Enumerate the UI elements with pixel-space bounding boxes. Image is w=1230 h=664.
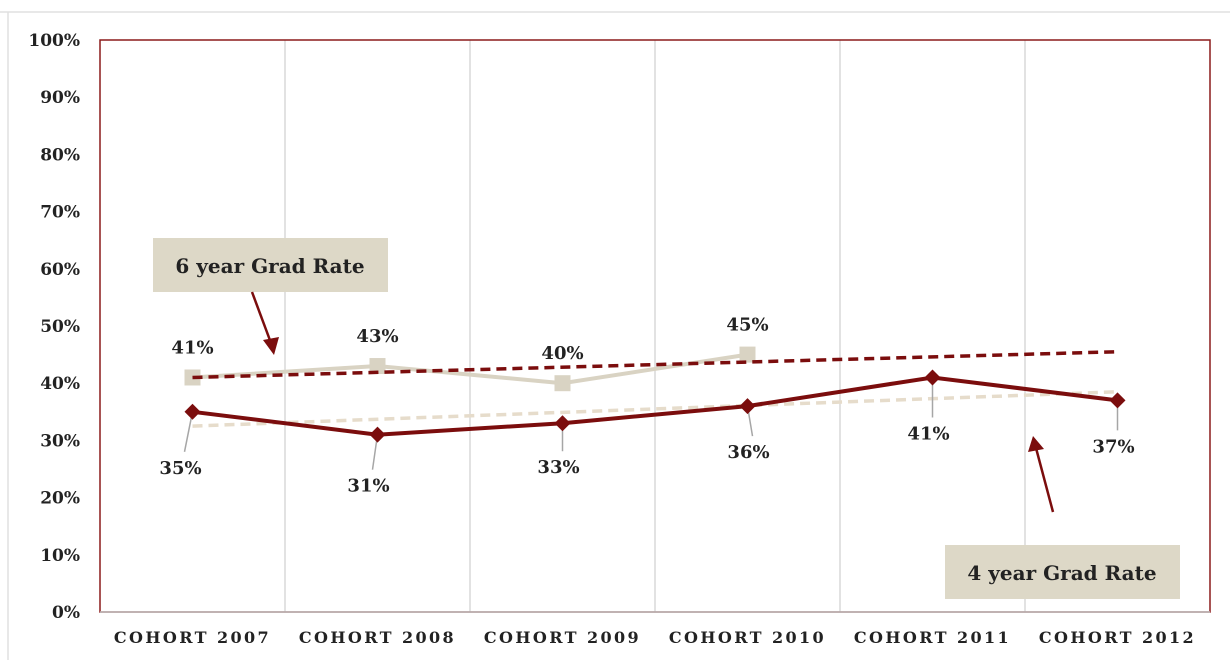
- y-tick-label: 100%: [28, 31, 80, 51]
- data-label-4-year: 36%: [727, 442, 769, 463]
- data-label-4-year: 41%: [907, 423, 949, 444]
- callout-arrow-6-year: [250, 291, 273, 344]
- y-tick-label: 70%: [40, 203, 80, 223]
- data-label-4-year: 35%: [159, 458, 201, 479]
- y-tick-label: 20%: [40, 489, 80, 509]
- data-label-4-year: 33%: [537, 457, 579, 478]
- trendline-6-year: [192, 349, 1118, 380]
- x-tick-label: COHORT 2008: [299, 628, 456, 647]
- y-tick-label: 10%: [40, 546, 80, 566]
- series-line-6-year: [192, 352, 748, 386]
- data-point-6-year: [369, 358, 386, 375]
- data-label-6-year: 41%: [171, 337, 213, 358]
- x-tick-label: COHORT 2011: [854, 628, 1011, 647]
- data-point-6-year: [739, 346, 756, 363]
- arrowhead-4-year: [1028, 436, 1044, 452]
- data-point-4-year: [369, 426, 386, 443]
- y-tick-label: 80%: [40, 145, 80, 165]
- y-tick-label: 0%: [52, 603, 80, 623]
- x-tick-label: COHORT 2007: [114, 628, 271, 647]
- x-tick-label: COHORT 2010: [669, 628, 826, 647]
- y-tick-label: 40%: [40, 374, 80, 394]
- data-label-4-year: 31%: [347, 476, 389, 497]
- arrowhead-6-year: [263, 337, 279, 355]
- data-point-4-year: [739, 398, 756, 415]
- callout-label-4-year: 4 year Grad Rate: [967, 561, 1156, 585]
- x-tick-label: COHORT 2012: [1039, 628, 1196, 647]
- callout-label-6-year: 6 year Grad Rate: [175, 254, 364, 278]
- callout-arrow-4-year: [1034, 447, 1055, 513]
- trendline-4-year: [192, 390, 1118, 428]
- data-label-4-year: 37%: [1092, 436, 1134, 457]
- data-label-6-year: 40%: [541, 343, 583, 364]
- data-point-4-year: [554, 415, 571, 432]
- callout-box-6-year: [153, 238, 388, 292]
- x-tick-label: COHORT 2009: [484, 628, 641, 647]
- series-line-4-year: [192, 375, 1118, 437]
- data-label-6-year: 45%: [726, 315, 768, 336]
- data-point-4-year: [1109, 392, 1126, 409]
- data-label-6-year: 43%: [356, 326, 398, 347]
- y-tick-label: 30%: [40, 431, 80, 451]
- y-tick-label: 50%: [40, 317, 80, 337]
- data-point-4-year: [184, 403, 201, 420]
- data-point-4-year: [924, 369, 941, 386]
- y-tick-label: 60%: [40, 260, 80, 280]
- callout-box-4-year: [945, 545, 1180, 599]
- y-tick-label: 90%: [40, 88, 80, 108]
- data-point-6-year: [554, 375, 571, 392]
